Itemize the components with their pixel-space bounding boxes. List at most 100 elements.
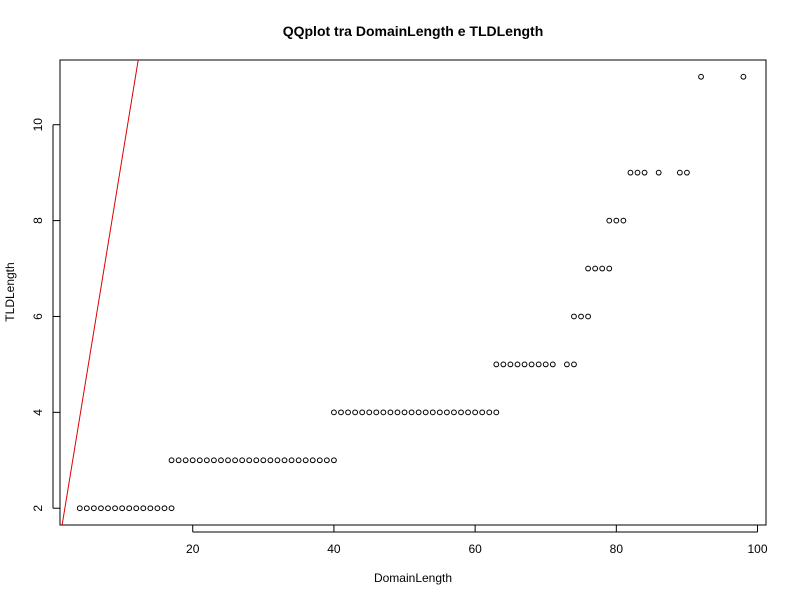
- data-point: [154, 505, 161, 512]
- data-point: [606, 265, 613, 272]
- data-point: [373, 409, 380, 416]
- data-point: [585, 265, 591, 272]
- data-point: [571, 313, 577, 320]
- data-point: [655, 169, 662, 176]
- data-point: [528, 361, 535, 368]
- data-point: [302, 457, 309, 464]
- y-axis-label: TLDLength: [3, 262, 17, 321]
- data-point: [203, 457, 210, 464]
- data-point: [232, 457, 238, 464]
- data-point: [211, 457, 217, 464]
- reference-line: [61, 60, 139, 525]
- x-tick-label: 20: [186, 542, 200, 556]
- data-point: [479, 409, 486, 416]
- data-point: [535, 361, 542, 368]
- data-point: [352, 409, 359, 416]
- data-point: [90, 505, 97, 512]
- data-point: [309, 457, 316, 464]
- data-point: [627, 169, 634, 176]
- data-point: [408, 409, 415, 416]
- data-point: [260, 457, 267, 464]
- x-tick-label: 100: [748, 542, 768, 556]
- data-point: [443, 409, 450, 416]
- data-point: [126, 505, 133, 512]
- data-point: [331, 457, 337, 464]
- data-point: [380, 409, 387, 416]
- data-point: [676, 169, 683, 176]
- data-point: [76, 505, 83, 512]
- data-point: [168, 457, 175, 464]
- data-point: [521, 361, 528, 368]
- data-point: [274, 457, 281, 464]
- data-point: [133, 505, 140, 512]
- data-point: [140, 505, 147, 512]
- data-point: [684, 169, 690, 176]
- data-point: [486, 409, 493, 416]
- data-point: [112, 505, 118, 512]
- x-tick-label: 80: [610, 542, 624, 556]
- data-point: [493, 409, 500, 416]
- data-point: [345, 409, 351, 416]
- data-point: [147, 505, 154, 512]
- data-point: [295, 457, 302, 464]
- data-point: [239, 457, 246, 464]
- data-point: [422, 409, 429, 416]
- data-point: [571, 361, 577, 368]
- data-point: [253, 457, 260, 464]
- y-tick-label: 6: [31, 313, 45, 320]
- data-point: [634, 169, 641, 176]
- data-point: [323, 457, 330, 464]
- data-point: [168, 505, 175, 512]
- data-point: [599, 265, 606, 272]
- data-point: [592, 265, 599, 272]
- data-point: [507, 361, 514, 368]
- chart-title: QQplot tra DomainLength e TLDLength: [283, 23, 544, 39]
- data-point: [218, 457, 224, 464]
- data-point: [578, 313, 584, 320]
- data-point: [387, 409, 394, 416]
- data-point: [196, 457, 203, 464]
- y-tick-label: 10: [31, 118, 45, 132]
- data-point: [493, 361, 500, 368]
- data-point: [458, 409, 464, 416]
- data-point: [740, 73, 747, 80]
- y-tick-label: 2: [31, 505, 45, 512]
- data-point: [429, 409, 436, 416]
- x-tick-label: 40: [327, 542, 341, 556]
- data-point: [225, 457, 231, 464]
- data-point: [585, 313, 591, 320]
- data-point: [500, 361, 507, 368]
- data-point: [394, 409, 401, 416]
- data-point: [542, 361, 549, 368]
- data-point: [549, 361, 556, 368]
- data-point: [98, 505, 104, 512]
- data-point: [267, 457, 274, 464]
- data-point: [415, 409, 422, 416]
- y-tick-label: 4: [31, 409, 45, 416]
- data-point: [331, 409, 337, 416]
- chart-marks: 20 40 60 80 100 2 4 6 8 10: [31, 60, 768, 556]
- data-point: [175, 457, 182, 464]
- data-point: [613, 217, 620, 224]
- y-tick-label: 8: [31, 217, 45, 224]
- data-point: [281, 457, 288, 464]
- data-point: [698, 73, 704, 80]
- data-point: [465, 409, 471, 416]
- data-point: [564, 361, 570, 368]
- x-axis-label: DomainLength: [374, 571, 452, 585]
- data-point: [620, 217, 627, 224]
- data-point: [105, 505, 111, 512]
- data-point: [83, 505, 90, 512]
- data-point: [472, 409, 479, 416]
- data-point: [359, 409, 366, 416]
- data-point: [436, 409, 443, 416]
- data-point: [182, 457, 189, 464]
- data-point: [161, 505, 168, 512]
- data-point: [288, 457, 295, 464]
- data-point: [119, 505, 126, 512]
- data-point: [316, 457, 323, 464]
- data-point: [451, 409, 457, 416]
- data-point: [338, 409, 344, 416]
- data-point: [514, 361, 521, 368]
